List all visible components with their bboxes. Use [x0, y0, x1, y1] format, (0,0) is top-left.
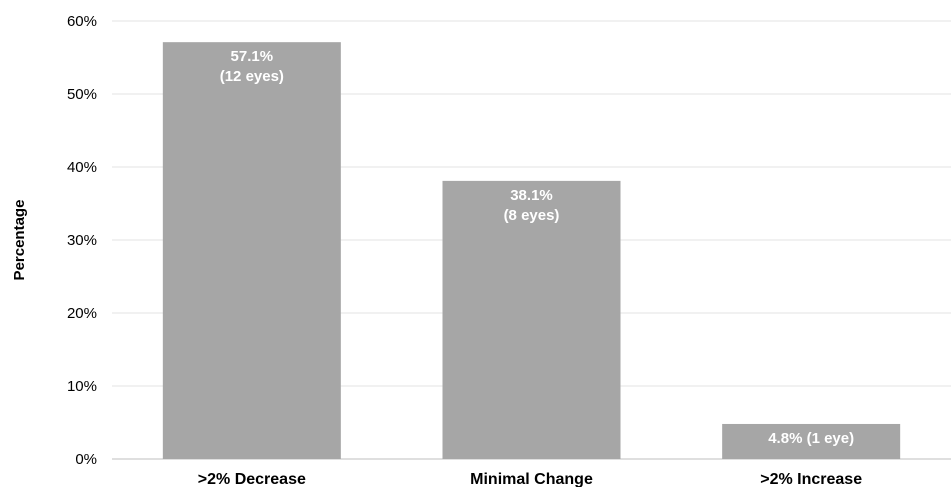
- x-tick-label: Minimal Change: [470, 471, 593, 487]
- data-label: 4.8% (1 eye): [768, 430, 854, 447]
- x-axis-ticks: >2% Decrease Minimal Change >2% Increase: [198, 471, 862, 487]
- y-tick-label: 60%: [67, 13, 97, 30]
- x-tick-label: >2% Decrease: [198, 471, 306, 487]
- y-tick-label: 50%: [67, 86, 97, 103]
- data-labels: 57.1% (12 eyes) 38.1% (8 eyes) 4.8% (1 eye): [220, 48, 854, 447]
- y-axis-title: Percentage: [11, 200, 28, 281]
- y-tick-label: 30%: [67, 232, 97, 249]
- x-tick-label: >2% Increase: [760, 471, 862, 487]
- bars: [162, 42, 901, 460]
- data-label: 57.1%: [231, 48, 274, 65]
- y-tick-label: 0%: [75, 451, 97, 468]
- y-tick-label: 40%: [67, 159, 97, 176]
- data-label: (12 eyes): [220, 68, 284, 85]
- bar: [722, 423, 901, 459]
- y-tick-label: 10%: [67, 378, 97, 395]
- bar: [162, 42, 341, 460]
- data-label: 38.1%: [510, 187, 553, 204]
- bar: [442, 180, 621, 459]
- data-label: (8 eyes): [504, 207, 560, 224]
- y-tick-label: 20%: [67, 305, 97, 322]
- y-axis-ticks: 0% 10% 20% 30% 40% 50% 60%: [67, 13, 97, 468]
